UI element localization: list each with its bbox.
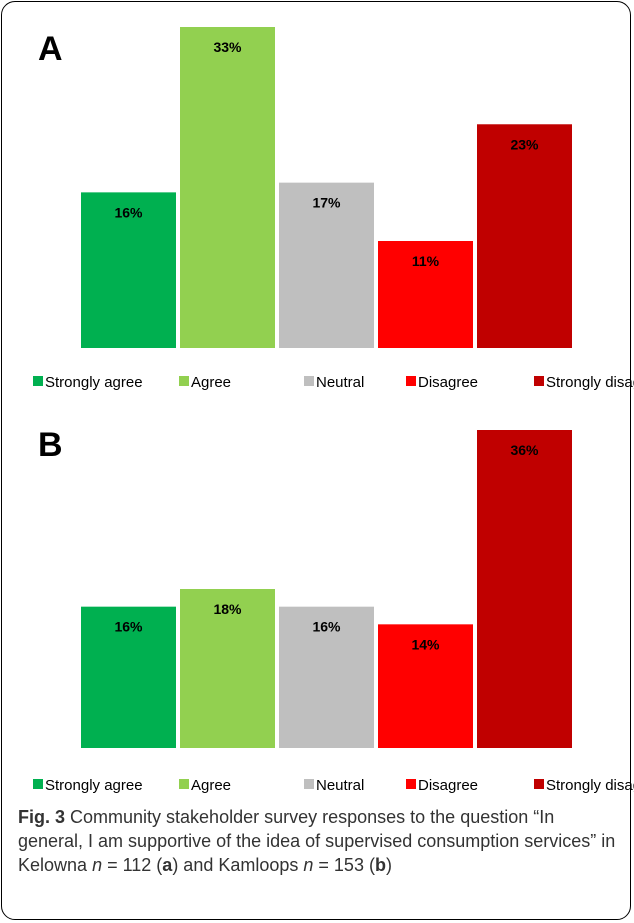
legend-label-a-1: Strongly agree bbox=[45, 374, 143, 391]
data-label-b-1: 16% bbox=[114, 619, 143, 635]
bar-b-1 bbox=[81, 606, 176, 748]
data-label-a-5: 23% bbox=[510, 136, 539, 152]
legend-swatch-a-5 bbox=[534, 376, 544, 386]
legend-label-a-4: Disagree bbox=[418, 374, 478, 391]
caption-b-label: b bbox=[374, 855, 386, 875]
legend-swatch-b-1 bbox=[33, 779, 43, 789]
data-label-b-2: 18% bbox=[213, 601, 242, 617]
data-label-b-4: 14% bbox=[411, 636, 440, 652]
legend-swatch-b-4 bbox=[406, 779, 416, 789]
data-label-a-2: 33% bbox=[213, 39, 242, 55]
legend-label-b-2: Agree bbox=[191, 777, 231, 794]
legend-label-a-3: Neutral bbox=[316, 374, 364, 391]
bar-a-1 bbox=[81, 192, 176, 348]
caption-n2-var: n bbox=[303, 855, 314, 875]
legend-label-a-2: Agree bbox=[191, 374, 231, 391]
caption-a-label: a bbox=[162, 855, 173, 875]
legend-label-b-5: Strongly disagree bbox=[546, 777, 634, 794]
bar-b-3 bbox=[279, 606, 374, 748]
bar-a-3 bbox=[279, 182, 374, 348]
bar-a-5 bbox=[477, 124, 572, 348]
data-label-b-5: 36% bbox=[510, 442, 539, 458]
legend-swatch-a-4 bbox=[406, 376, 416, 386]
panel-label-b: B bbox=[38, 426, 63, 464]
data-label-a-1: 16% bbox=[114, 204, 143, 220]
bar-b-4 bbox=[378, 624, 473, 748]
caption-n1-var: n bbox=[92, 855, 103, 875]
data-label-a-3: 17% bbox=[312, 195, 341, 211]
legend-label-a-5: Strongly disagree bbox=[546, 374, 634, 391]
legend-swatch-b-2 bbox=[179, 779, 189, 789]
caption-text-3: ) bbox=[385, 855, 392, 875]
bar-b-2 bbox=[180, 589, 275, 748]
caption-fig-label: Fig. 3 bbox=[18, 807, 66, 827]
legend-label-b-3: Neutral bbox=[316, 777, 364, 794]
legend-label-b-4: Disagree bbox=[418, 777, 478, 794]
data-label-a-4: 11% bbox=[412, 253, 440, 269]
figure-caption: Fig. 3 Community stakeholder survey resp… bbox=[18, 805, 618, 877]
legend-label-b-1: Strongly agree bbox=[45, 777, 143, 794]
legend-swatch-b-5 bbox=[534, 779, 544, 789]
caption-text-1: Community stakeholder survey responses t… bbox=[18, 807, 616, 875]
panel-label-a: A bbox=[38, 30, 63, 68]
caption-text-2: ) and Kamloops bbox=[172, 855, 304, 875]
caption-n1-value: = 112 ( bbox=[102, 855, 163, 875]
caption-n2-value: = 153 ( bbox=[313, 855, 375, 875]
legend-swatch-a-1 bbox=[33, 376, 43, 386]
bar-a-4 bbox=[378, 241, 473, 348]
legend-swatch-b-3 bbox=[304, 779, 314, 789]
data-label-b-3: 16% bbox=[312, 619, 341, 635]
legend-swatch-a-2 bbox=[179, 376, 189, 386]
bar-a-2 bbox=[180, 27, 275, 348]
bar-b-5 bbox=[477, 430, 572, 748]
legend-swatch-a-3 bbox=[304, 376, 314, 386]
